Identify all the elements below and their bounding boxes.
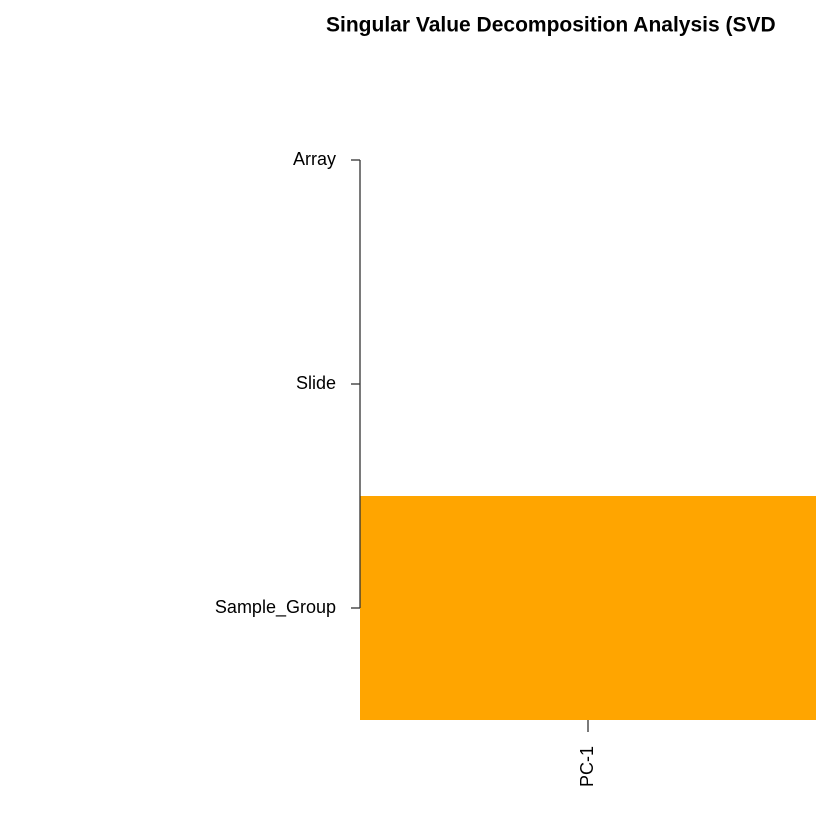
heatmap-cell <box>360 496 816 720</box>
heatmap-cell <box>360 272 816 496</box>
y-tick-label: Array <box>293 149 336 169</box>
y-tick-label: Sample_Group <box>215 597 336 618</box>
heatmap-cell <box>360 48 816 272</box>
chart-title: Singular Value Decomposition Analysis (S… <box>326 14 776 37</box>
y-tick-label: Slide <box>296 373 336 393</box>
x-tick-label: PC-1 <box>577 746 597 787</box>
